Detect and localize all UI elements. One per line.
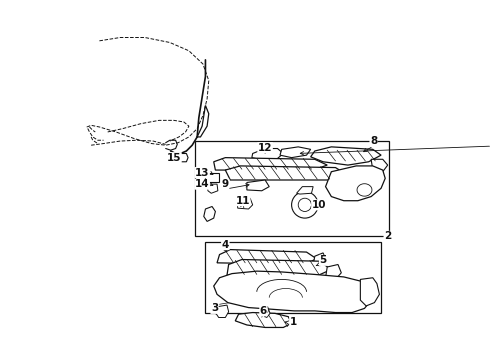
Text: 10: 10 <box>312 200 326 210</box>
Polygon shape <box>217 249 317 265</box>
Polygon shape <box>214 158 327 170</box>
Polygon shape <box>237 198 253 209</box>
Polygon shape <box>313 253 325 266</box>
Polygon shape <box>296 186 313 194</box>
Polygon shape <box>247 180 269 191</box>
Text: 11: 11 <box>236 196 250 206</box>
Text: 13: 13 <box>195 167 209 177</box>
Polygon shape <box>325 166 385 201</box>
Polygon shape <box>325 265 342 279</box>
Text: 2: 2 <box>384 231 392 241</box>
Polygon shape <box>235 312 292 328</box>
Bar <box>195 141 390 236</box>
Text: 4: 4 <box>221 240 229 249</box>
Text: 5: 5 <box>319 255 327 265</box>
Text: 8: 8 <box>370 136 377 146</box>
Polygon shape <box>204 207 216 221</box>
Circle shape <box>298 198 312 211</box>
Polygon shape <box>360 278 379 306</box>
Polygon shape <box>225 166 346 180</box>
Polygon shape <box>311 147 381 165</box>
Text: 9: 9 <box>222 179 229 189</box>
Polygon shape <box>216 305 229 318</box>
Circle shape <box>292 192 318 218</box>
Text: 3: 3 <box>211 303 218 314</box>
Text: 12: 12 <box>258 143 272 153</box>
Polygon shape <box>207 184 218 193</box>
Polygon shape <box>371 159 388 172</box>
Polygon shape <box>280 147 311 158</box>
Polygon shape <box>197 105 209 137</box>
Text: 14: 14 <box>195 179 209 189</box>
Polygon shape <box>262 307 270 318</box>
Circle shape <box>262 307 269 313</box>
Bar <box>205 242 381 312</box>
Polygon shape <box>205 174 219 183</box>
Text: 6: 6 <box>260 306 267 316</box>
Polygon shape <box>227 260 331 276</box>
Text: 15: 15 <box>167 153 181 163</box>
Text: 1: 1 <box>290 318 297 328</box>
Polygon shape <box>214 271 371 312</box>
Polygon shape <box>175 153 188 162</box>
Polygon shape <box>252 149 283 160</box>
